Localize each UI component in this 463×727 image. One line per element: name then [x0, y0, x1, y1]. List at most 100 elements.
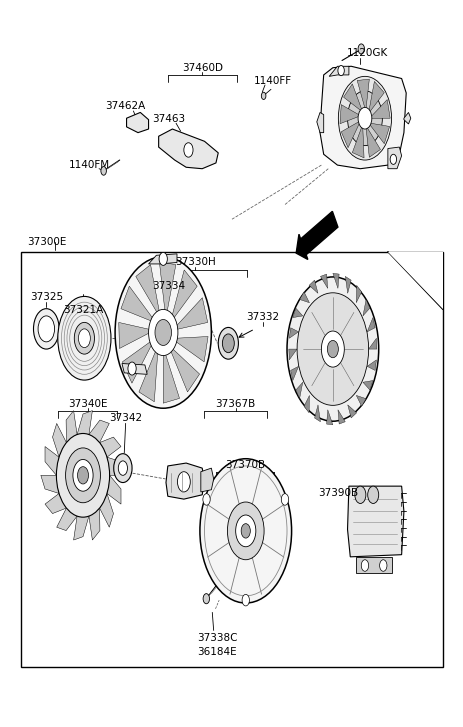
Text: 37300E: 37300E: [27, 237, 67, 247]
Polygon shape: [107, 475, 121, 504]
Circle shape: [148, 310, 177, 356]
Text: 37460D: 37460D: [181, 63, 222, 73]
Polygon shape: [121, 286, 156, 323]
Polygon shape: [347, 486, 403, 557]
Text: 37332: 37332: [246, 312, 279, 321]
Text: 37463: 37463: [152, 114, 185, 124]
Circle shape: [222, 334, 234, 353]
Text: 1120GK: 1120GK: [346, 48, 387, 58]
Text: 36184E: 36184E: [197, 647, 237, 657]
Circle shape: [203, 594, 209, 603]
Circle shape: [321, 331, 344, 367]
Text: 37338C: 37338C: [197, 632, 237, 643]
Text: 37330H: 37330H: [175, 257, 215, 268]
Circle shape: [58, 297, 111, 380]
Polygon shape: [171, 337, 207, 362]
Circle shape: [347, 91, 382, 145]
Polygon shape: [351, 124, 363, 158]
Circle shape: [128, 362, 136, 375]
Circle shape: [56, 433, 109, 517]
Polygon shape: [328, 66, 348, 76]
Polygon shape: [357, 79, 369, 111]
Polygon shape: [163, 347, 179, 403]
Polygon shape: [159, 262, 175, 318]
Polygon shape: [200, 468, 213, 492]
Polygon shape: [344, 276, 350, 293]
Circle shape: [367, 486, 378, 504]
Circle shape: [354, 486, 365, 504]
Polygon shape: [52, 423, 66, 457]
Circle shape: [357, 108, 371, 129]
Circle shape: [38, 316, 55, 342]
Polygon shape: [45, 494, 66, 513]
Text: 1140FF: 1140FF: [254, 76, 292, 86]
Circle shape: [242, 595, 249, 606]
Polygon shape: [337, 410, 344, 424]
Polygon shape: [403, 113, 410, 124]
Polygon shape: [288, 328, 298, 338]
Circle shape: [389, 154, 396, 164]
Text: 37342: 37342: [109, 414, 142, 423]
Polygon shape: [387, 147, 401, 169]
Polygon shape: [166, 463, 204, 499]
Circle shape: [379, 560, 386, 571]
Polygon shape: [368, 123, 389, 144]
Circle shape: [218, 327, 238, 359]
Polygon shape: [100, 437, 121, 457]
Polygon shape: [319, 66, 405, 169]
Polygon shape: [77, 411, 92, 435]
Circle shape: [159, 252, 167, 265]
Text: 1140FM: 1140FM: [68, 160, 109, 170]
Polygon shape: [365, 125, 380, 157]
Text: 37334: 37334: [152, 281, 185, 292]
Circle shape: [33, 309, 59, 349]
Polygon shape: [138, 345, 158, 402]
Circle shape: [115, 257, 211, 409]
Polygon shape: [314, 405, 320, 422]
Text: 37340E: 37340E: [68, 399, 107, 409]
Circle shape: [227, 502, 263, 560]
Polygon shape: [288, 349, 296, 360]
Bar: [21, 252, 442, 667]
Polygon shape: [356, 285, 361, 302]
Polygon shape: [355, 557, 392, 573]
Polygon shape: [66, 411, 77, 443]
Polygon shape: [89, 508, 100, 540]
Circle shape: [113, 454, 132, 483]
Circle shape: [183, 142, 193, 157]
Polygon shape: [122, 364, 147, 374]
Polygon shape: [332, 273, 338, 289]
Polygon shape: [295, 382, 302, 398]
Polygon shape: [172, 298, 207, 331]
Circle shape: [202, 494, 210, 505]
FancyArrow shape: [295, 212, 337, 260]
Circle shape: [177, 472, 190, 492]
Polygon shape: [326, 410, 332, 425]
Polygon shape: [158, 129, 218, 169]
Circle shape: [338, 76, 391, 160]
Polygon shape: [369, 100, 389, 119]
Polygon shape: [308, 280, 317, 293]
Circle shape: [287, 277, 378, 421]
Polygon shape: [119, 322, 154, 348]
Polygon shape: [41, 475, 59, 494]
Polygon shape: [299, 292, 309, 302]
Circle shape: [261, 92, 265, 100]
Circle shape: [235, 515, 255, 547]
Circle shape: [74, 322, 94, 354]
Polygon shape: [89, 420, 109, 443]
Polygon shape: [56, 508, 77, 531]
Polygon shape: [320, 274, 327, 289]
Polygon shape: [368, 81, 383, 113]
Circle shape: [296, 293, 368, 406]
Text: 37325: 37325: [30, 292, 63, 302]
Circle shape: [78, 329, 90, 348]
Polygon shape: [362, 300, 369, 316]
Circle shape: [337, 65, 344, 76]
Polygon shape: [292, 308, 302, 318]
Polygon shape: [368, 338, 376, 349]
Polygon shape: [366, 360, 375, 371]
Polygon shape: [303, 395, 309, 413]
Polygon shape: [343, 84, 362, 112]
Polygon shape: [362, 380, 372, 390]
